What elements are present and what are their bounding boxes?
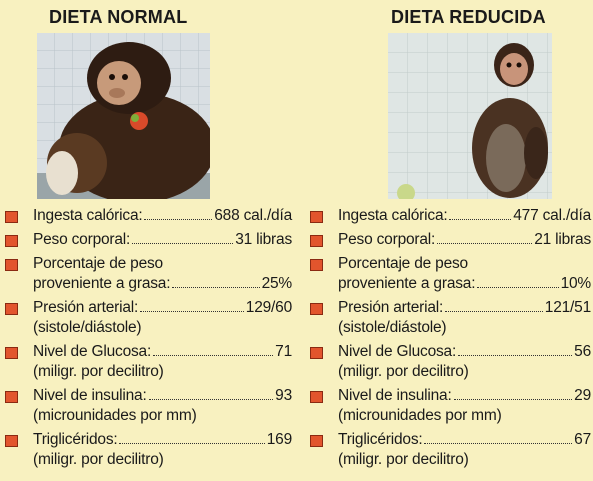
- stat-peso-corporal: Peso corporal: 31 libras: [5, 230, 292, 250]
- stat-value: 93: [275, 387, 292, 404]
- stat-unit: (miligr. por decilitro): [338, 451, 469, 468]
- stat-label: Ingesta calórica:: [33, 207, 143, 224]
- stat-value: 31 libras: [235, 231, 292, 248]
- stat-label: Ingesta calórica:: [338, 207, 448, 224]
- stat-value: 169: [266, 431, 292, 448]
- stat-label-prefix: Porcentaje de peso: [33, 255, 163, 272]
- square-bullet-icon: [310, 235, 323, 247]
- stats-list-normal: Ingesta calórica: 688 cal./día Peso corpo…: [5, 206, 292, 474]
- stat-trigliceridos: Triglicéridos: 67 (miligr. por decilitro): [310, 430, 591, 470]
- stat-value: 129/60: [245, 299, 292, 316]
- stat-label: Nivel de insulina:: [338, 387, 452, 404]
- stat-label: Triglicéridos:: [338, 431, 423, 448]
- stat-unit: (microunidades por mm): [338, 407, 502, 424]
- monkey-photo-normal-diet: [37, 33, 210, 199]
- stats-list-reducida: Ingesta calórica: 477 cal./día Peso corpo…: [310, 206, 591, 474]
- stat-trigliceridos: Triglicéridos: 169 (miligr. por decilitro…: [5, 430, 292, 470]
- square-bullet-icon: [5, 391, 18, 403]
- square-bullet-icon: [5, 211, 18, 223]
- stat-label: Nivel de Glucosa:: [338, 343, 457, 360]
- stat-presion-arterial: Presión arterial: 121/51 (sistole/diástol…: [310, 298, 591, 338]
- square-bullet-icon: [310, 391, 323, 403]
- stat-unit: (sistole/diástole): [338, 319, 447, 336]
- stat-presion-arterial: Presión arterial: 129/60 (sistole/diástol…: [5, 298, 292, 338]
- stat-peso-corporal: Peso corporal: 21 libras: [310, 230, 591, 250]
- square-bullet-icon: [310, 347, 323, 359]
- stat-ingesta-calorica: Ingesta calórica: 477 cal./día: [310, 206, 591, 226]
- stat-porcentaje-grasa: Porcentaje de peso proveniente a grasa: 1…: [310, 254, 591, 294]
- stat-value: 10%: [560, 275, 592, 292]
- stat-value: 688 cal./día: [214, 207, 292, 224]
- stat-nivel-insulina: Nivel de insulina: 29 (microunidades por …: [310, 386, 591, 426]
- square-bullet-icon: [5, 347, 18, 359]
- stat-label: Peso corporal:: [33, 231, 131, 248]
- stat-value: 56: [574, 343, 591, 360]
- stat-label: Nivel de insulina:: [33, 387, 147, 404]
- square-bullet-icon: [310, 211, 323, 223]
- stat-value: 67: [574, 431, 591, 448]
- square-bullet-icon: [5, 303, 18, 315]
- stat-label: proveniente a grasa:: [33, 275, 171, 292]
- stat-label: Presión arterial:: [33, 299, 139, 316]
- stat-label-prefix: Porcentaje de peso: [338, 255, 468, 272]
- stat-nivel-glucosa: Nivel de Glucosa: 56 (miligr. por decilit…: [310, 342, 591, 382]
- stat-label: proveniente a grasa:: [338, 275, 476, 292]
- stat-label: Presión arterial:: [338, 299, 444, 316]
- stat-value: 121/51: [544, 299, 591, 316]
- stat-value: 29: [574, 387, 591, 404]
- stat-value: 25%: [261, 275, 293, 292]
- stat-value: 477 cal./día: [513, 207, 591, 224]
- monkey-photo-reduced-diet: [388, 33, 552, 199]
- square-bullet-icon: [5, 235, 18, 247]
- stat-nivel-glucosa: Nivel de Glucosa: 71 (miligr. por decilit…: [5, 342, 292, 382]
- stat-unit: (microunidades por mm): [33, 407, 197, 424]
- stat-label: Nivel de Glucosa:: [33, 343, 152, 360]
- stat-nivel-insulina: Nivel de insulina: 93 (microunidades por …: [5, 386, 292, 426]
- stat-label: Triglicéridos:: [33, 431, 118, 448]
- square-bullet-icon: [310, 259, 323, 271]
- column-title: DIETA NORMAL: [49, 7, 188, 27]
- square-bullet-icon: [310, 435, 323, 447]
- square-bullet-icon: [5, 435, 18, 447]
- stat-unit: (sistole/diástole): [33, 319, 142, 336]
- stat-unit: (miligr. por decilitro): [33, 451, 164, 468]
- stat-unit: (miligr. por decilitro): [33, 363, 164, 380]
- column-title: DIETA REDUCIDA: [391, 7, 546, 27]
- stat-label: Peso corporal:: [338, 231, 436, 248]
- stat-value: 21 libras: [534, 231, 591, 248]
- stat-ingesta-calorica: Ingesta calórica: 688 cal./día: [5, 206, 292, 226]
- stat-value: 71: [275, 343, 292, 360]
- stat-unit: (miligr. por decilitro): [338, 363, 469, 380]
- square-bullet-icon: [5, 259, 18, 271]
- square-bullet-icon: [310, 303, 323, 315]
- stat-porcentaje-grasa: Porcentaje de peso proveniente a grasa: 2…: [5, 254, 292, 294]
